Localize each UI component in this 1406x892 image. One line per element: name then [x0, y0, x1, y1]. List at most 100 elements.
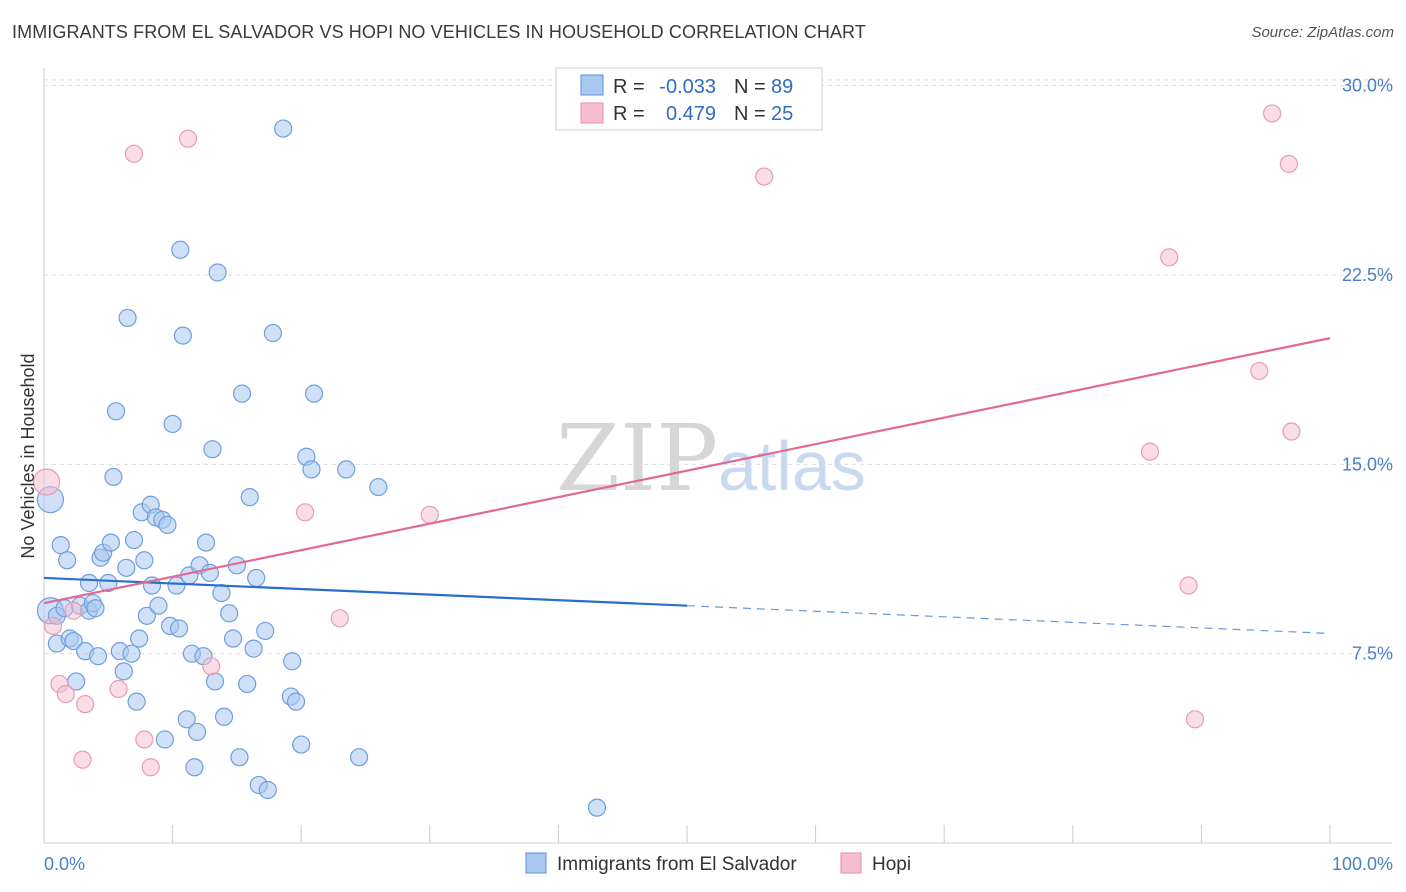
point-hopi-8	[124, 144, 144, 163]
y-tick-label-3: 30.0%	[1342, 76, 1393, 96]
watermark-zip: ZIP	[556, 405, 718, 512]
watermark: ZIP atlas	[556, 405, 866, 512]
point-hopi-10	[141, 758, 160, 777]
point-el-salvador-6	[58, 551, 77, 570]
point-el-salvador-44	[169, 619, 189, 638]
point-el-salvador-61	[220, 604, 239, 623]
x-tick-label-1: 100.0%	[1332, 854, 1393, 874]
point-el-salvador-50	[185, 758, 204, 777]
trend-lines	[43, 337, 1331, 635]
point-el-salvador-19	[99, 573, 118, 593]
point-el-salvador-26	[118, 308, 137, 328]
point-el-salvador-60	[214, 707, 234, 726]
point-el-salvador-84	[369, 477, 388, 497]
point-el-salvador-74	[274, 119, 293, 138]
legend-swatch-el-salvador	[580, 74, 604, 96]
chart-source: Source: ZipAtlas.com	[1251, 24, 1394, 41]
point-hopi-22	[1263, 104, 1282, 123]
point-hopi-0	[32, 468, 61, 496]
point-hopi-23	[1279, 154, 1298, 174]
legend-box: R = -0.033 N = 89 R = 0.479 N = 25	[555, 67, 823, 131]
point-hopi-7	[109, 679, 128, 699]
legend-r-label-2: R =	[613, 103, 645, 125]
series-el-salvador-points	[36, 119, 607, 817]
point-el-salvador-47	[177, 710, 196, 729]
point-el-salvador-85	[587, 798, 607, 817]
point-hopi-5	[73, 750, 92, 769]
point-el-salvador-66	[238, 674, 257, 694]
point-el-salvador-83	[349, 748, 369, 767]
bottom-legend: Immigrants from El Salvador Hopi	[525, 852, 911, 875]
series-hopi-points	[32, 104, 1301, 777]
point-hopi-3	[56, 684, 75, 704]
point-hopi-12	[202, 657, 221, 676]
y-tick-labels: 7.5% 15.0% 22.5% 30.0%	[1342, 76, 1393, 664]
point-el-salvador-77	[286, 692, 306, 711]
point-el-salvador-58	[208, 263, 227, 282]
bottom-legend-label-el-salvador: Immigrants from El Salvador	[557, 854, 797, 875]
bottom-legend-swatch-hopi	[840, 852, 862, 874]
trend-line-el-salvador-extension	[686, 605, 1331, 635]
point-el-salvador-15	[86, 599, 105, 618]
point-el-salvador-67	[240, 488, 259, 507]
trend-line-hopi	[43, 337, 1331, 605]
point-el-salvador-54	[196, 533, 216, 552]
point-el-salvador-27	[122, 644, 141, 663]
point-el-salvador-20	[101, 533, 120, 552]
point-el-salvador-24	[114, 662, 133, 681]
x-tick-labels: 0.0% 100.0%	[44, 854, 1393, 874]
point-hopi-9	[135, 730, 154, 749]
point-hopi-13	[295, 503, 315, 522]
legend-r-value-1: -0.033	[659, 76, 716, 98]
point-el-salvador-81	[304, 384, 324, 403]
point-hopi-21	[1250, 361, 1269, 381]
legend-n-value-2: 25	[771, 103, 793, 125]
point-hopi-18	[1160, 248, 1179, 267]
y-tick-label-0: 7.5%	[1352, 644, 1393, 664]
legend-n-label-2: N =	[734, 103, 766, 125]
point-el-salvador-8	[64, 631, 83, 651]
point-el-salvador-12	[79, 573, 99, 593]
point-el-salvador-25	[117, 558, 136, 577]
point-el-salvador-68	[244, 639, 263, 658]
point-el-salvador-22	[106, 402, 126, 421]
y-axis-title: No Vehicles in Household	[18, 353, 38, 558]
point-el-salvador-69	[247, 568, 266, 588]
point-hopi-16	[755, 167, 774, 186]
point-el-salvador-76	[283, 652, 302, 671]
point-el-salvador-39	[155, 730, 174, 749]
chart-title: IMMIGRANTS FROM EL SALVADOR VS HOPI NO V…	[12, 22, 866, 42]
point-el-salvador-4	[51, 536, 70, 555]
point-el-salvador-51	[187, 722, 207, 742]
point-hopi-15	[420, 505, 439, 524]
trend-line-el-salvador	[43, 576, 688, 607]
legend-r-label-1: R =	[613, 76, 645, 98]
point-el-salvador-71	[256, 621, 275, 641]
point-el-salvador-78	[292, 735, 311, 754]
point-el-salvador-73	[263, 323, 283, 343]
watermark-atlas: atlas	[718, 427, 866, 505]
point-el-salvador-40	[158, 515, 177, 535]
point-el-salvador-59	[212, 583, 231, 603]
point-el-salvador-33	[137, 606, 156, 625]
legend-n-label-1: N =	[734, 76, 766, 98]
point-el-salvador-62	[223, 629, 243, 648]
y-tick-label-2: 22.5%	[1342, 265, 1393, 285]
point-el-salvador-64	[230, 748, 249, 767]
legend-n-value-1: 89	[771, 76, 793, 98]
legend-r-value-2: 0.479	[666, 103, 716, 125]
point-el-salvador-45	[171, 240, 190, 259]
point-el-salvador-32	[135, 551, 154, 570]
point-el-salvador-80	[302, 460, 321, 479]
bottom-legend-label-hopi: Hopi	[872, 854, 911, 875]
point-hopi-11	[178, 129, 198, 148]
point-el-salvador-43	[167, 576, 186, 595]
point-el-salvador-72	[258, 780, 277, 800]
point-hopi-4	[64, 601, 83, 620]
point-el-salvador-30	[130, 629, 149, 648]
bottom-legend-swatch-el-salvador	[525, 852, 547, 874]
point-hopi-6	[76, 695, 95, 714]
point-el-salvador-29	[127, 692, 146, 711]
point-el-salvador-82	[337, 460, 356, 479]
point-el-salvador-65	[232, 384, 252, 403]
